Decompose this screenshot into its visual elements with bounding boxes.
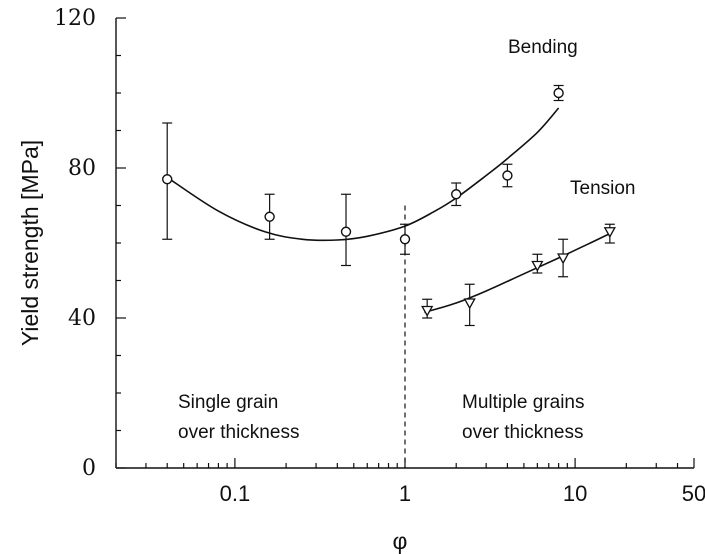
bending-point — [553, 84, 564, 102]
fit-curves — [166, 107, 611, 314]
y-tick-label: 0 — [82, 456, 96, 481]
fit-curve-tension — [424, 232, 611, 314]
tension-point — [603, 223, 616, 244]
annotation-single-grain: Single grain — [178, 392, 278, 413]
x-tick-label: 10 — [563, 481, 587, 506]
y-tick-label: 120 — [54, 6, 96, 31]
y-tick-label: 80 — [68, 156, 96, 181]
tension-point — [556, 238, 570, 278]
bending-point — [264, 193, 275, 240]
y-axis-title: Yield strength [MPa] — [17, 140, 43, 346]
bending-marker — [451, 189, 462, 200]
x-tick-label: 1 — [399, 481, 411, 506]
bending-marker — [162, 174, 173, 185]
bending-point — [162, 122, 173, 240]
annotation-multiple-grains-thickness: over thickness — [462, 422, 583, 443]
tension-marker — [603, 227, 616, 239]
x-tick-label: 50 — [682, 481, 705, 506]
bending-point — [340, 193, 352, 267]
annotation-multiple-grains: Multiple grains — [462, 392, 585, 413]
tension-point — [531, 253, 544, 274]
annotation-bending: Bending — [508, 37, 578, 58]
tension-point — [463, 283, 476, 327]
tension-marker — [421, 305, 434, 317]
annotation-single-grain-thickness: over thickness — [178, 422, 299, 443]
tension-marker — [531, 260, 544, 272]
bending-marker — [502, 170, 513, 181]
fit-curve-bending — [166, 107, 560, 242]
axes: 0 40 80 120 0.1 1 10 50 — [54, 6, 705, 506]
bending-point — [502, 163, 513, 188]
annotation-tension: Tension — [570, 178, 636, 199]
x-tick-label: 0.1 — [220, 481, 251, 506]
bending-point — [451, 182, 462, 207]
y-tick-label: 40 — [68, 306, 96, 331]
bending-marker — [264, 211, 275, 222]
data-marks — [162, 84, 616, 327]
bending-marker — [399, 234, 411, 245]
tension-marker — [463, 298, 476, 310]
bending-marker — [340, 226, 352, 237]
bending-point — [399, 223, 411, 255]
tension-point — [421, 298, 434, 319]
bending-marker — [553, 87, 564, 99]
tension-marker — [556, 253, 570, 265]
x-axis-title: φ — [393, 528, 408, 554]
